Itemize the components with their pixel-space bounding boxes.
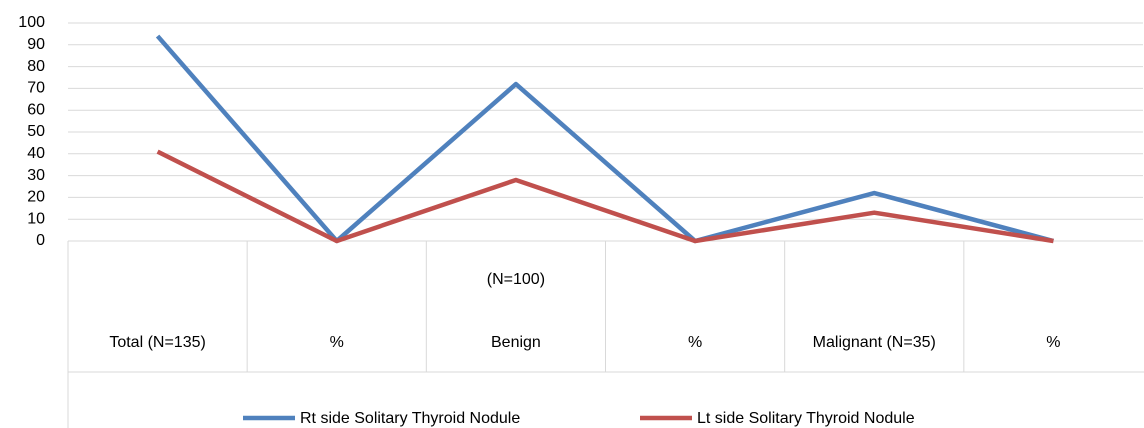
y-tick-label: 50 <box>27 123 45 140</box>
x-tick-label: % <box>1046 334 1060 351</box>
y-tick-label: 90 <box>27 36 45 53</box>
y-tick-label: 70 <box>27 80 45 97</box>
y-tick-label: 30 <box>27 167 45 184</box>
y-tick-label: 80 <box>27 58 45 75</box>
y-tick-label: 20 <box>27 189 45 206</box>
x-tick-label: Total (N=135) <box>109 334 206 351</box>
x-tick-label: % <box>330 334 344 351</box>
series-line <box>155 34 1055 244</box>
y-tick-label: 0 <box>36 232 45 249</box>
y-tick-label: 40 <box>27 145 45 162</box>
y-tick-label: 60 <box>27 101 45 118</box>
x-tick-label: % <box>688 334 702 351</box>
x-tick-label: Malignant (N=35) <box>813 334 936 351</box>
annotation: (N=100) <box>487 271 545 288</box>
legend-label: Lt side Solitary Thyroid Nodule <box>697 410 915 427</box>
x-tick-label: Benign <box>491 334 541 351</box>
legend-label: Rt side Solitary Thyroid Nodule <box>300 410 520 427</box>
y-tick-label: 10 <box>27 210 45 227</box>
y-tick-label: 100 <box>18 14 45 31</box>
series-line <box>156 149 1054 244</box>
